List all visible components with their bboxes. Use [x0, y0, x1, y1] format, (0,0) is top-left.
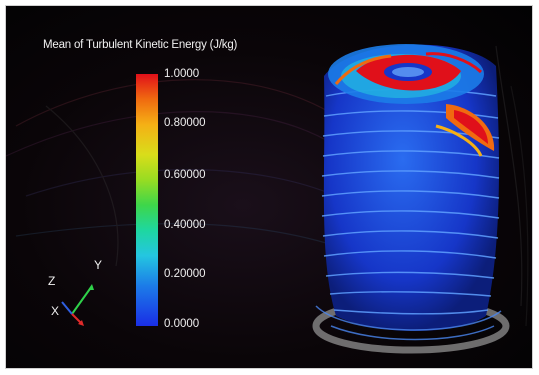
x-axis-label: X [51, 304, 60, 318]
colorbar-title: Mean of Turbulent Kinetic Energy (J/kg) [43, 39, 238, 51]
colorbar-gradient [136, 74, 158, 326]
z-axis-arrow [61, 301, 73, 315]
y-axis-arrow [71, 285, 93, 315]
y-axis-label: Y [94, 258, 103, 272]
colorbar-tick-label: 0.60000 [164, 169, 206, 181]
colorbar-tick-label: 1.0000 [164, 68, 200, 80]
axis-triad [61, 284, 94, 326]
colorbar-tick-label: 0.40000 [164, 219, 206, 231]
vortex-streamline-render [312, 44, 510, 354]
visualization-frame: Mean of Turbulent Kinetic Energy (J/kg) … [5, 5, 533, 369]
z-axis-label: Z [48, 274, 56, 288]
background-streamlines [6, 45, 529, 327]
colorbar-tick-label: 0.0000 [164, 318, 200, 330]
colorbar-tick-label: 0.80000 [164, 117, 206, 129]
colorbar-tick-label: 0.20000 [164, 268, 206, 280]
